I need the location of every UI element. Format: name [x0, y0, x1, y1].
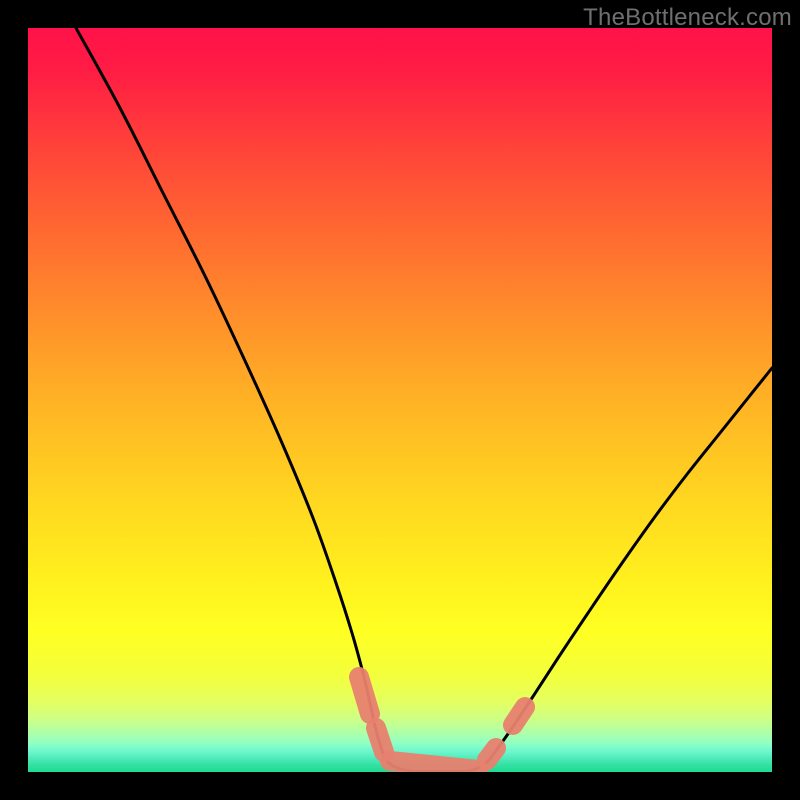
plot-area [28, 28, 772, 772]
chart-outer-frame: TheBottleneck.com [0, 0, 800, 800]
gradient-background [28, 28, 772, 772]
watermark-text: TheBottleneck.com [583, 4, 792, 32]
